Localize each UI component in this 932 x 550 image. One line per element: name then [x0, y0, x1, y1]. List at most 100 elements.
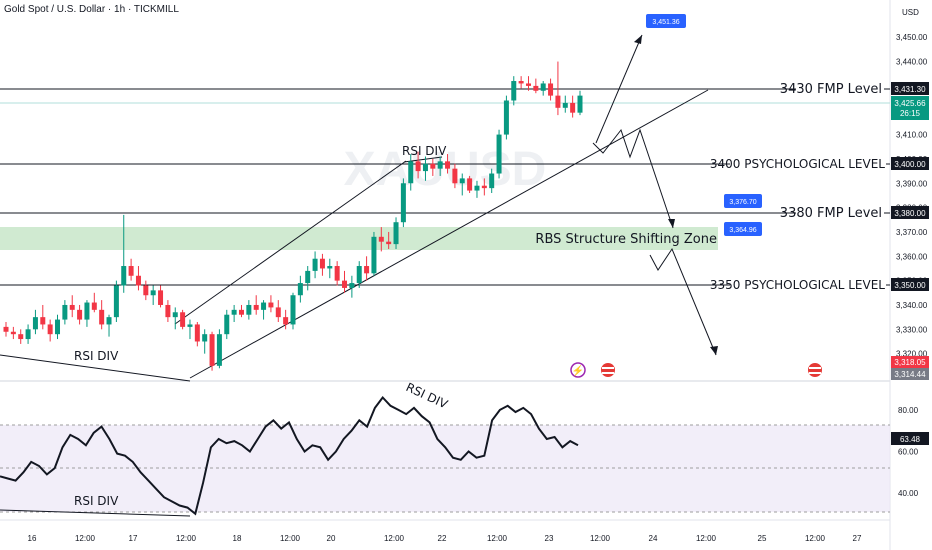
- rsi-div-line-1[interactable]: [0, 509, 191, 517]
- candle-body[interactable]: [194, 324, 200, 342]
- candle-body[interactable]: [113, 285, 119, 318]
- candle-body[interactable]: [511, 81, 517, 101]
- target-badge-b[interactable]: [724, 194, 762, 208]
- lightning-event-icon[interactable]: [570, 362, 586, 378]
- candle-body[interactable]: [327, 266, 333, 269]
- us-flag-event-icon[interactable]: [808, 363, 822, 377]
- candle-body[interactable]: [319, 258, 325, 269]
- candles[interactable]: [3, 61, 583, 371]
- candle-body[interactable]: [224, 314, 230, 335]
- psy3350-label[interactable]: 3350 PSYCHOLOGICAL LEVEL: [710, 278, 885, 292]
- bearish-projection-1[interactable]: [592, 128, 674, 229]
- rbs-zone[interactable]: [0, 227, 718, 250]
- candle-body[interactable]: [3, 326, 9, 332]
- candle-body[interactable]: [452, 168, 458, 184]
- currency-label[interactable]: USD: [902, 8, 919, 17]
- candle-body[interactable]: [77, 309, 83, 320]
- candle-body[interactable]: [540, 83, 546, 91]
- candle-body[interactable]: [518, 81, 524, 84]
- candle-body[interactable]: [231, 309, 237, 315]
- candle-body[interactable]: [135, 275, 141, 286]
- candle-body[interactable]: [577, 95, 583, 113]
- bearish-projection-2[interactable]: [649, 247, 717, 356]
- candle-body[interactable]: [238, 309, 244, 315]
- candle-body[interactable]: [18, 334, 24, 340]
- candle-body[interactable]: [378, 236, 384, 242]
- candle-body[interactable]: [209, 334, 215, 366]
- candle-body[interactable]: [158, 290, 164, 305]
- candle-body[interactable]: [283, 317, 289, 325]
- candle-body[interactable]: [342, 280, 348, 288]
- symbol-header[interactable]: Gold Spot / U.S. Dollar · 1h · TICKMILL: [4, 4, 179, 15]
- candle-body[interactable]: [422, 163, 428, 172]
- channel-lower-line[interactable]: [189, 89, 709, 379]
- candle-body[interactable]: [84, 302, 90, 320]
- candle-body[interactable]: [62, 304, 68, 320]
- candle-body[interactable]: [437, 161, 443, 169]
- fmp3380-label[interactable]: 3380 FMP Level: [780, 206, 882, 221]
- rsi-div-label-1[interactable]: RSI DIV: [74, 349, 119, 363]
- candle-body[interactable]: [415, 161, 421, 172]
- candle-body[interactable]: [525, 83, 531, 86]
- channel-upper-line[interactable]: [174, 160, 407, 325]
- bullish-projection[interactable]: [595, 34, 643, 144]
- candle-body[interactable]: [312, 258, 318, 271]
- candle-body[interactable]: [128, 266, 134, 276]
- candle-body[interactable]: [253, 304, 259, 310]
- psy3400-label[interactable]: 3400 PSYCHOLOGICAL LEVEL: [710, 157, 885, 171]
- us-flag-event-icon[interactable]: [601, 363, 615, 377]
- candle-body[interactable]: [40, 317, 46, 325]
- candle-body[interactable]: [548, 83, 554, 96]
- candle-body[interactable]: [47, 324, 53, 335]
- candle-body[interactable]: [400, 183, 406, 223]
- candle-body[interactable]: [99, 309, 105, 325]
- candle-body[interactable]: [187, 324, 193, 327]
- candle-body[interactable]: [305, 270, 311, 284]
- candle-body[interactable]: [261, 302, 267, 310]
- candle-body[interactable]: [386, 241, 392, 245]
- candle-body[interactable]: [55, 319, 61, 335]
- candle-body[interactable]: [32, 317, 38, 330]
- candle-body[interactable]: [150, 290, 156, 296]
- candle-body[interactable]: [69, 304, 75, 310]
- candle-body[interactable]: [290, 295, 296, 325]
- candle-body[interactable]: [570, 102, 576, 113]
- candle-body[interactable]: [216, 334, 222, 366]
- candle-body[interactable]: [408, 161, 414, 184]
- candle-body[interactable]: [275, 307, 281, 318]
- rbs-zone-label[interactable]: RBS Structure Shifting Zone: [535, 232, 717, 247]
- candle-body[interactable]: [106, 317, 112, 325]
- target-badge-c[interactable]: [724, 222, 762, 236]
- candle-body[interactable]: [555, 95, 561, 108]
- candle-body[interactable]: [562, 102, 568, 108]
- fmp3430-label[interactable]: 3430 FMP Level: [780, 82, 882, 97]
- target-badge-a[interactable]: [646, 14, 686, 28]
- candle-body[interactable]: [246, 304, 252, 315]
- candle-body[interactable]: [121, 266, 127, 286]
- candle-body[interactable]: [356, 266, 362, 284]
- candle-body[interactable]: [474, 185, 480, 191]
- candle-body[interactable]: [297, 283, 303, 296]
- time-axis[interactable]: 16 12:00 17 12:00 18 12:00 20 12:00 22 12:00 23 12:…: [28, 534, 862, 543]
- candle-body[interactable]: [91, 302, 97, 310]
- candle-body[interactable]: [334, 266, 340, 281]
- candle-body[interactable]: [393, 222, 399, 245]
- rsi-div-price-line-1[interactable]: [0, 354, 191, 382]
- candle-body[interactable]: [533, 85, 539, 91]
- candle-body[interactable]: [165, 304, 171, 318]
- candle-body[interactable]: [349, 283, 355, 288]
- candle-body[interactable]: [459, 178, 465, 184]
- candle-body[interactable]: [202, 334, 208, 342]
- candle-body[interactable]: [489, 173, 495, 189]
- candle-body[interactable]: [481, 185, 487, 189]
- candle-body[interactable]: [25, 329, 31, 340]
- rsi-div-label-4[interactable]: RSI DIV: [74, 494, 119, 508]
- rsi-div-label-2[interactable]: RSI DIV: [402, 144, 447, 158]
- candle-body[interactable]: [268, 302, 274, 308]
- candle-body[interactable]: [503, 100, 509, 135]
- candle-body[interactable]: [496, 134, 502, 174]
- candle-body[interactable]: [371, 236, 377, 274]
- rsi-axis[interactable]: 80.00 60.00 40.00: [898, 406, 919, 498]
- candle-body[interactable]: [467, 178, 473, 191]
